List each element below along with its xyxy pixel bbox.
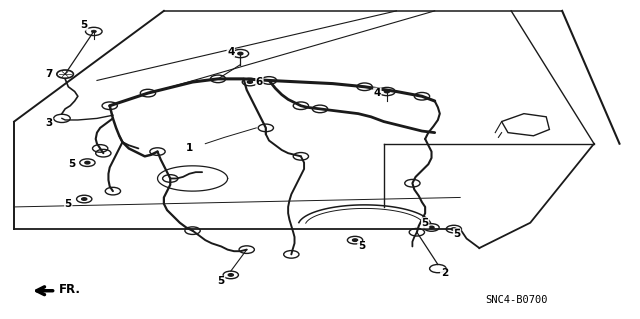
Circle shape (92, 30, 97, 33)
Text: 5: 5 (65, 199, 72, 209)
Circle shape (85, 161, 90, 164)
Circle shape (451, 228, 456, 230)
Circle shape (82, 198, 87, 200)
Circle shape (429, 226, 434, 229)
Text: 5: 5 (422, 218, 429, 228)
Circle shape (385, 90, 390, 93)
Circle shape (238, 52, 243, 55)
Text: 5: 5 (81, 20, 88, 30)
Text: 7: 7 (45, 69, 53, 79)
Text: 5: 5 (68, 159, 75, 169)
Text: FR.: FR. (59, 283, 81, 296)
Text: 5: 5 (218, 276, 225, 286)
Text: 2: 2 (440, 268, 448, 278)
Text: 6: 6 (256, 77, 263, 87)
Text: 5: 5 (358, 241, 365, 251)
Circle shape (353, 239, 358, 241)
Circle shape (247, 81, 252, 83)
Text: 3: 3 (45, 118, 53, 128)
Text: 4: 4 (227, 47, 234, 57)
Text: SNC4-B0700: SNC4-B0700 (486, 295, 548, 305)
Text: 4: 4 (374, 88, 381, 98)
Text: 1: 1 (186, 144, 193, 153)
Text: 5: 5 (453, 229, 461, 239)
Circle shape (228, 274, 234, 276)
